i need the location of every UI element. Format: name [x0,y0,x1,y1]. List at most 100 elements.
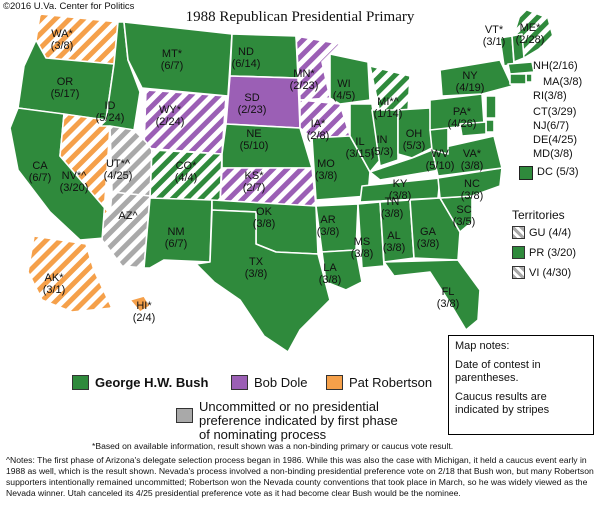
state-label-tx: TX (3/8) [244,256,268,280]
state-label-oh: OH (5/3) [402,128,426,152]
state-label-ks: KS* (2/7) [242,170,266,194]
state-me [513,7,555,59]
footnote-star: *Based on available information, result … [92,441,454,451]
state-label-ut: UT*^ (4/25) [103,158,133,182]
state-label-pa: PA* (4/26) [447,106,477,130]
map-notes-title: Map notes: [455,340,510,352]
territory-label-gu: GU (4/4) [529,226,572,239]
state-nj [485,95,497,119]
legend-label-robertson: Pat Robertson [349,375,433,390]
state-fl [383,259,481,331]
state-de [485,119,495,133]
state-label-ar: AR (3/8) [316,214,340,238]
state-ga [409,197,461,261]
state-label-in: IN (5/3) [370,134,394,158]
state-label-ma: MA(3/8) [543,76,583,88]
map-notes-date: Date of contest in parentheses. [455,359,541,384]
state-label-wy: WY* (2/24) [155,104,185,128]
state-label-ca: CA (6/7) [28,160,52,184]
state-label-sd: SD (2/23) [237,92,267,116]
state-label-al: AL (3/8) [382,230,406,254]
state-label-ny: NY (4/19) [455,70,485,94]
state-hi [129,295,151,313]
legend-item-dole: Bob Dole [231,375,307,390]
state-label-wi: WI (4/5) [332,78,356,102]
state-label-id: ID (5/24) [95,100,125,124]
state-label-wv: WV (5/10) [425,148,455,172]
state-label-ri: RI(3/8) [533,90,567,102]
legend-label-bush: George H.W. Bush [95,375,209,390]
state-label-nj: NJ(6/7) [533,120,570,132]
state-ny [439,59,513,97]
state-label-ga: GA (3/8) [416,226,440,250]
state-label-co: CO* (4/4) [174,160,198,184]
state-label-vt: VT* (3/1) [482,24,506,48]
territory-label-vi: VI (4/30) [529,266,572,279]
state-label-il: IL (3/15) [345,136,375,160]
footnote-caret: ^Notes: The first phase of Arizona's del… [6,455,594,498]
state-nh [511,33,525,63]
territory-swatch-vi [512,266,525,279]
state-mt [123,21,233,97]
territory-swatch-pr [512,246,525,259]
state-ma [507,61,535,75]
legend-label-dole: Bob Dole [254,375,308,390]
state-il [349,103,381,173]
state-oh [397,107,433,159]
state-label-nh: NH(2/16) [533,60,578,72]
state-label-hi: HI* (2/4) [132,300,156,324]
map-title: 1988 Republican Presidential Primary [185,9,415,25]
state-label-mi: MI*^ (1/14) [373,96,403,120]
map-notes-box: Map notes: Date of contest in parenthese… [448,335,594,435]
state-label-nd: ND (6/14) [231,46,261,70]
state-in [371,109,399,167]
legend-item-robertson: Pat Robertson [326,375,432,390]
state-label-az: AZ^ [118,210,138,222]
state-ct [509,73,527,85]
legend-swatch-robertson [326,375,343,390]
state-label-or: OR (5/17) [50,76,80,100]
state-mo [311,135,371,201]
state-label-nv: NV*^ (3/20) [59,170,89,194]
state-label-md: MD(3/8) [533,148,573,160]
state-mn [295,35,341,101]
state-label-sc: SC (3/5) [452,204,476,228]
state-va [431,135,503,177]
state-md [459,121,487,137]
state-label-nc: NC (3/8) [460,178,484,202]
state-ri [525,73,533,83]
state-nv [59,113,111,215]
dc-swatch [519,166,533,180]
state-label-ms: MS (3/8) [350,236,374,260]
legend-item-bush: George H.W. Bush [72,375,208,390]
state-label-ak: AK* (3/1) [42,272,66,296]
legend-item-uncommitted: Uncommitted or no presidential preferenc… [176,400,398,442]
state-label-wa: WA* (3/8) [50,28,74,52]
state-label-ok: OK (3/8) [252,206,276,230]
state-label-ne: NE (5/10) [239,128,269,152]
state-label-me: ME* (2/28) [515,22,545,46]
state-label-de: DE(4/25) [533,134,578,146]
state-tx [195,209,331,353]
state-az [101,191,151,269]
state-label-tn: TN (3/8) [380,196,404,220]
state-ak [27,235,113,313]
state-label-mt: MT* (6/7) [160,48,184,72]
state-ms [357,201,385,269]
legend-swatch-dole [231,375,248,390]
territory-swatch-gu [512,226,525,239]
state-label-ky: KY (3/8) [388,178,412,202]
state-label-mn: MN* (2/23) [289,68,319,92]
state-label-va: VA* (3/8) [460,148,484,172]
state-wi [329,53,371,105]
state-label-mo: MO (3/8) [314,158,338,182]
legend-swatch-uncommitted [176,408,193,423]
state-label-fl: FL (3/8) [436,286,460,310]
state-label-ia: IA* (2/8) [306,118,330,142]
territories-title: Territories [512,208,565,222]
legend-swatch-bush [72,375,89,390]
territory-vi: VI (4/30) [512,266,571,279]
state-label-ct: CT(3/29) [533,106,577,118]
state-label-nm: NM (6/7) [164,226,188,250]
